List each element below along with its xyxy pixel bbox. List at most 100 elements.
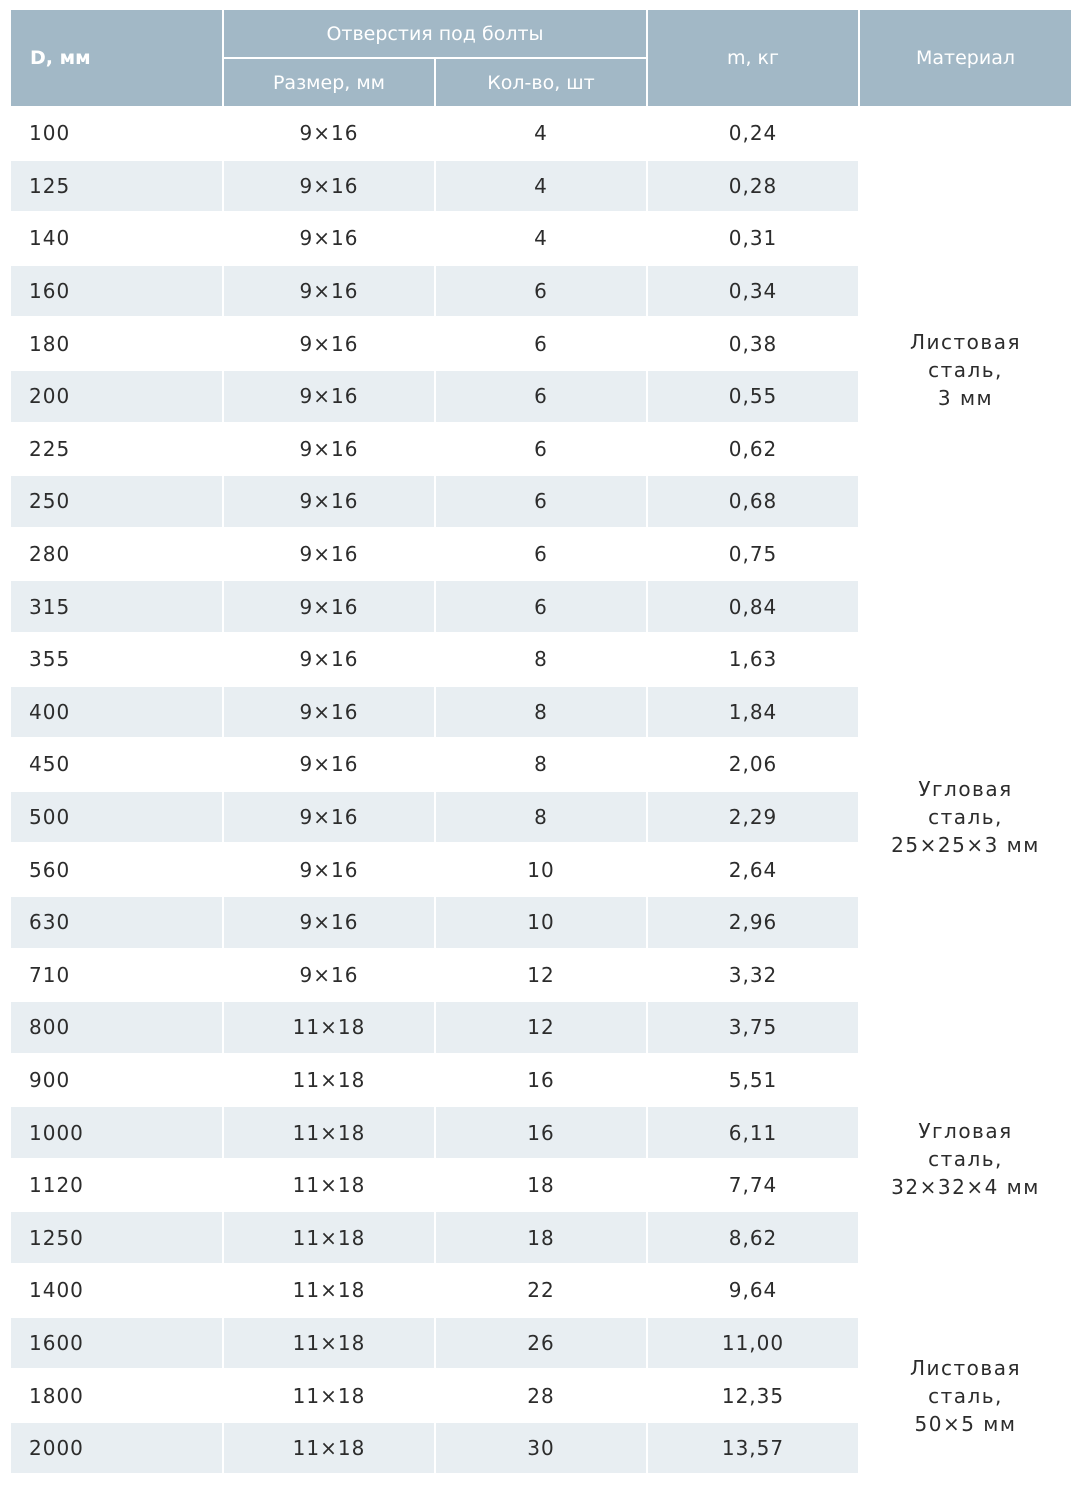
cell-mass: 3,75 — [646, 1000, 860, 1055]
header-mass: m, кг — [646, 8, 860, 108]
material-line: Листовая — [910, 329, 1021, 354]
cell-hole-size: 11×18 — [222, 1315, 436, 1371]
cell-hole-count: 26 — [434, 1315, 648, 1371]
material-line: 32×32×4 мм — [891, 1174, 1040, 1199]
cell-mass: 12,35 — [646, 1368, 860, 1423]
cell-diameter: 1800 — [9, 1368, 224, 1423]
cell-diameter: 800 — [9, 1000, 224, 1055]
cell-hole-size: 9×16 — [222, 947, 436, 1003]
cell-hole-size: 9×16 — [222, 474, 436, 529]
table-row: 1400 11×18 22 9,64 — [9, 1263, 1072, 1318]
cell-diameter: 1600 — [9, 1315, 224, 1371]
cell-hole-size: 9×16 — [222, 368, 436, 424]
table-row: 800 11×18 12 3,75 Угловая сталь, 32×32×4 мм — [9, 1000, 1073, 1318]
table-row: 140 9×16 4 0,31 — [9, 211, 1072, 266]
table-row: 500 9×16 8 2,29 — [9, 789, 1072, 845]
cell-mass: 2,06 — [646, 737, 860, 792]
cell-hole-size: 9×16 — [222, 684, 436, 740]
header-diameter: D, мм — [9, 8, 224, 108]
cell-hole-count: 8 — [434, 737, 648, 792]
cell-hole-size: 11×18 — [222, 1052, 436, 1108]
cell-hole-count: 10 — [434, 842, 648, 897]
cell-hole-count: 30 — [434, 1420, 648, 1476]
cell-material: Угловая сталь, 25×25×3 мм — [858, 631, 1073, 1003]
cell-hole-size: 11×18 — [222, 1105, 436, 1160]
cell-diameter: 630 — [9, 894, 224, 950]
cell-mass: 9,64 — [646, 1263, 860, 1318]
cell-hole-count: 16 — [434, 1052, 648, 1108]
cell-mass: 0,34 — [646, 263, 860, 319]
cell-hole-size: 11×18 — [222, 1263, 436, 1318]
cell-diameter: 500 — [9, 789, 224, 845]
cell-hole-size: 9×16 — [222, 789, 436, 845]
table-header: D, мм Отверстия под болты m, кг Материал… — [9, 8, 1073, 108]
material-line: 3 мм — [937, 385, 994, 410]
header-hole-count: Кол-во, шт — [434, 57, 648, 108]
table-row: 630 9×16 10 2,96 — [9, 894, 1072, 950]
material-line: сталь, — [928, 1383, 1003, 1408]
cell-hole-size: 9×16 — [222, 316, 436, 371]
cell-hole-count: 8 — [434, 684, 648, 740]
material-line: сталь, — [928, 357, 1003, 382]
table-row: 900 11×18 16 5,51 — [9, 1052, 1072, 1108]
material-line: сталь, — [928, 1146, 1003, 1171]
cell-hole-count: 4 — [434, 106, 648, 161]
cell-diameter: 1120 — [9, 1157, 224, 1213]
cell-hole-count: 6 — [434, 368, 648, 424]
cell-diameter: 225 — [9, 421, 224, 477]
table-row: 315 9×16 6 0,84 — [9, 579, 1072, 634]
table-row: 160 9×16 6 0,34 — [9, 263, 1072, 319]
cell-diameter: 450 — [9, 737, 224, 792]
cell-hole-size: 11×18 — [222, 1420, 436, 1476]
cell-mass: 3,32 — [646, 947, 860, 1003]
table-row: 1250 11×18 18 8,62 — [9, 1210, 1072, 1266]
cell-hole-count: 6 — [434, 316, 648, 371]
cell-mass: 13,57 — [646, 1420, 860, 1476]
cell-diameter: 1400 — [9, 1263, 224, 1318]
cell-hole-size: 9×16 — [222, 263, 436, 319]
cell-hole-size: 9×16 — [222, 526, 436, 582]
cell-hole-size: 11×18 — [222, 1368, 436, 1423]
cell-hole-count: 18 — [434, 1157, 648, 1213]
cell-mass: 2,96 — [646, 894, 860, 950]
cell-hole-count: 12 — [434, 947, 648, 1003]
cell-mass: 1,84 — [646, 684, 860, 740]
cell-hole-size: 9×16 — [222, 579, 436, 634]
cell-diameter: 1250 — [9, 1210, 224, 1266]
cell-diameter: 1000 — [9, 1105, 224, 1160]
cell-mass: 0,28 — [646, 158, 860, 214]
cell-hole-count: 8 — [434, 631, 648, 687]
cell-diameter: 315 — [9, 579, 224, 634]
table-row: 1120 11×18 18 7,74 — [9, 1157, 1072, 1213]
cell-hole-count: 4 — [434, 158, 648, 214]
material-line: Угловая — [918, 777, 1013, 802]
cell-mass: 8,62 — [646, 1210, 860, 1266]
cell-diameter: 125 — [9, 158, 224, 214]
cell-diameter: 100 — [9, 106, 224, 161]
cell-diameter: 160 — [9, 263, 224, 319]
material-line: 25×25×3 мм — [891, 833, 1040, 858]
material-line: Угловая — [918, 1118, 1013, 1143]
table-row: 225 9×16 6 0,62 — [9, 421, 1072, 477]
cell-mass: 0,24 — [646, 106, 860, 161]
cell-diameter: 560 — [9, 842, 224, 897]
table-row: 2000 11×18 30 13,57 — [9, 1420, 1072, 1476]
cell-hole-count: 22 — [434, 1263, 648, 1318]
table-row: 250 9×16 6 0,68 — [9, 474, 1072, 529]
table-row: 125 9×16 4 0,28 — [9, 158, 1072, 214]
cell-hole-size: 9×16 — [222, 421, 436, 477]
header-bolt-holes: Отверстия под болты — [222, 8, 648, 59]
table-row: 355 9×16 8 1,63 Угловая сталь, 25×25×3 мм — [9, 631, 1073, 1003]
header-material: Материал — [858, 8, 1073, 108]
cell-material: Листовая сталь, 50×5 мм — [858, 1315, 1073, 1476]
cell-mass: 0,75 — [646, 526, 860, 582]
cell-mass: 7,74 — [646, 1157, 860, 1213]
cell-hole-size: 9×16 — [222, 737, 436, 792]
cell-mass: 0,84 — [646, 579, 860, 634]
cell-mass: 0,31 — [646, 211, 860, 266]
cell-mass: 2,29 — [646, 789, 860, 845]
header-hole-size: Размер, мм — [222, 57, 436, 108]
cell-material: Угловая сталь, 32×32×4 мм — [858, 1000, 1073, 1318]
flange-spec-table: D, мм Отверстия под болты m, кг Материал… — [9, 8, 1073, 1476]
cell-diameter: 200 — [9, 368, 224, 424]
